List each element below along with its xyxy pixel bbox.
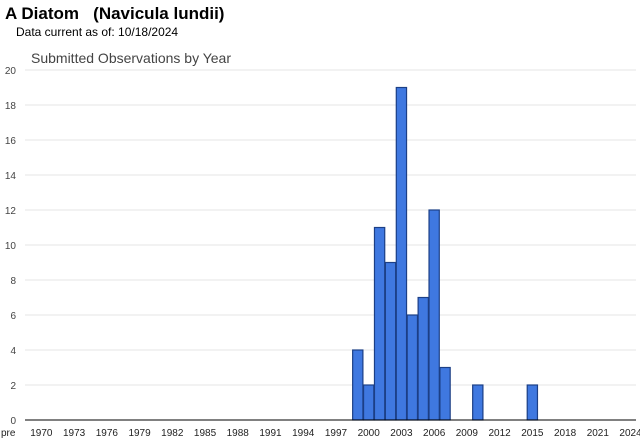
x-tick-label: 2024 — [619, 428, 640, 439]
chart-title: Submitted Observations by Year — [31, 50, 231, 66]
bar-1999 — [352, 349, 364, 421]
bar-2006 — [428, 209, 440, 421]
y-tick-label: 14 — [5, 171, 17, 182]
bar-2007 — [439, 366, 451, 421]
x-tick-label: 1970 — [30, 428, 53, 439]
y-tick-label: 6 — [10, 311, 16, 322]
bar-2003 — [395, 86, 408, 421]
x-tick-label: 1985 — [194, 428, 217, 439]
x-tick-label: 2003 — [390, 428, 413, 439]
y-tick-label: 20 — [5, 66, 17, 77]
x-tick-label: 1973 — [63, 428, 86, 439]
y-tick-label: 10 — [5, 241, 17, 252]
bar-2010 — [472, 384, 484, 421]
bar-2004 — [406, 314, 419, 421]
bar-2000 — [362, 384, 375, 421]
x-tick-label: 1994 — [292, 428, 315, 439]
x-tick-label: 2021 — [587, 428, 610, 439]
y-tick-label: 0 — [10, 416, 16, 427]
bar-2005 — [417, 296, 429, 421]
x-tick-label: 1988 — [227, 428, 250, 439]
bar-2002 — [384, 261, 397, 421]
y-tick-label: 4 — [10, 346, 16, 357]
bar-2001 — [373, 226, 386, 421]
x-tick-label: 2018 — [554, 428, 577, 439]
x-tick-label: 1982 — [161, 428, 184, 439]
x-tick-label: 2000 — [358, 428, 381, 439]
y-tick-label: 2 — [10, 381, 16, 392]
x-tick-label: 1991 — [259, 428, 282, 439]
x-tick-label: 1979 — [128, 428, 151, 439]
y-tick-label: 16 — [5, 136, 17, 147]
y-tick-label: 18 — [5, 101, 17, 112]
x-tick-label: 1997 — [325, 428, 348, 439]
y-tick-label: 8 — [10, 276, 16, 287]
bars — [352, 86, 539, 421]
axes: 0 2 4 6 8 10 12 14 16 18 20 pre 1970 1973 1976 1979 1982… — [1, 66, 640, 439]
bar-2015 — [526, 384, 539, 421]
data-current-date: Data current as of: 10/18/2024 — [16, 25, 179, 39]
x-tick-label: 2012 — [488, 428, 511, 439]
x-tick-label: 1976 — [96, 428, 119, 439]
gridlines — [25, 69, 636, 386]
x-tick-label: pre — [1, 428, 16, 439]
x-tick-label: 2015 — [521, 428, 544, 439]
y-tick-label: 12 — [5, 206, 17, 217]
species-title: A Diatom (Navicula lundii) — [5, 4, 225, 23]
x-tick-label: 2006 — [423, 428, 446, 439]
x-tick-label: 2009 — [456, 428, 479, 439]
